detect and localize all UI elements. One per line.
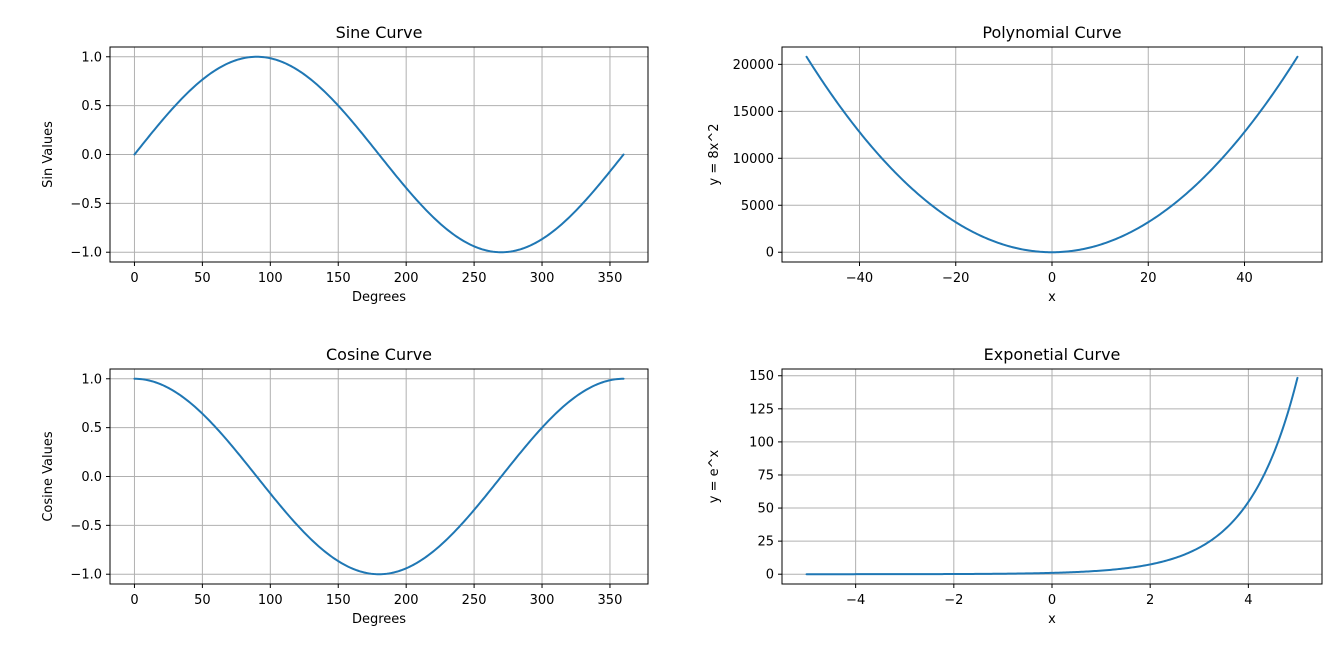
- x-tick-label: 250: [462, 593, 487, 608]
- x-tick-label: 20: [1140, 271, 1157, 286]
- y-tick-label: 0: [766, 246, 774, 261]
- y-tick-label: 0.0: [81, 470, 102, 485]
- y-tick-label: 100: [749, 435, 774, 450]
- x-tick-label: 0: [130, 271, 138, 286]
- chart-title: Cosine Curve: [326, 345, 432, 364]
- x-tick-label: 4: [1244, 593, 1252, 608]
- y-tick-label: 150: [749, 369, 774, 384]
- y-tick-label: −1.0: [70, 246, 102, 261]
- x-tick-label: −20: [942, 271, 969, 286]
- y-tick-label: 0.5: [81, 99, 102, 114]
- series-line: [133, 55, 625, 254]
- y-tick-label: −0.5: [70, 197, 102, 212]
- x-tick-label: 0: [1048, 593, 1056, 608]
- y-tick-label: −1.0: [70, 568, 102, 583]
- x-tick-label: 100: [258, 593, 283, 608]
- y-axis-label: y = e^x: [707, 449, 722, 503]
- y-tick-label: 1.0: [81, 50, 102, 65]
- x-tick-label: 200: [394, 271, 419, 286]
- y-tick-label: 25: [757, 535, 774, 550]
- chart-title: Sine Curve: [336, 23, 423, 42]
- y-tick-label: 5000: [741, 199, 774, 214]
- y-tick-label: 20000: [733, 58, 774, 73]
- x-axis-label: Degrees: [352, 612, 406, 627]
- subplot-4: −4 −2 0 2 4 0 25 50 75 100 125 150 Exponetial Curve x…: [707, 345, 1323, 627]
- y-axis-label: Sin Values: [41, 121, 56, 188]
- x-tick-label: −40: [846, 271, 873, 286]
- x-tick-label: −4: [846, 593, 865, 608]
- x-tick-label: 2: [1146, 593, 1154, 608]
- x-axis-label: Degrees: [352, 290, 406, 305]
- y-tick-label: 75: [757, 468, 774, 483]
- x-tick-label: 150: [326, 593, 351, 608]
- y-axis-label: y = 8x^2: [707, 124, 722, 186]
- x-tick-label: 300: [530, 271, 555, 286]
- subplot-2: −40 −20 0 20 40 0 5000 10000 15000 20000 Polynomia…: [707, 23, 1323, 305]
- y-tick-label: 125: [749, 402, 774, 417]
- chart-title: Polynomial Curve: [982, 23, 1121, 42]
- x-tick-label: 100: [258, 271, 283, 286]
- x-tick-label: 200: [394, 593, 419, 608]
- x-tick-label: 0: [130, 593, 138, 608]
- series-line: [805, 376, 1299, 576]
- chart-title: Exponetial Curve: [984, 345, 1121, 364]
- x-tick-label: 250: [462, 271, 487, 286]
- y-tick-label: 15000: [733, 105, 774, 120]
- x-tick-label: 0: [1048, 271, 1056, 286]
- y-tick-label: 0: [766, 568, 774, 583]
- y-tick-label: 1.0: [81, 372, 102, 387]
- x-tick-label: 350: [598, 593, 623, 608]
- y-tick-label: −0.5: [70, 519, 102, 534]
- x-tick-label: 50: [194, 271, 211, 286]
- y-axis-label: Cosine Values: [41, 431, 56, 521]
- y-tick-label: 0.0: [81, 148, 102, 163]
- x-tick-label: 40: [1236, 271, 1253, 286]
- x-axis-label: x: [1048, 612, 1056, 627]
- y-tick-label: 10000: [733, 152, 774, 167]
- x-tick-label: −2: [944, 593, 963, 608]
- x-axis-label: x: [1048, 290, 1056, 305]
- series-line: [805, 55, 1299, 254]
- x-tick-label: 50: [194, 593, 211, 608]
- y-tick-label: 50: [757, 502, 774, 517]
- series-line: [133, 377, 625, 576]
- y-tick-label: 0.5: [81, 421, 102, 436]
- x-tick-label: 150: [326, 271, 351, 286]
- x-tick-label: 300: [530, 593, 555, 608]
- subplot-3: 0 50 100 150 200 250 300 350 −1.0 −0.5 0.0 0.5 1.0 Co…: [41, 345, 649, 627]
- x-tick-label: 350: [598, 271, 623, 286]
- subplot-1: 0 50 100 150 200 250 300 350 −1.0 −0.5 0.0 0.5 1.0 Si…: [41, 23, 649, 305]
